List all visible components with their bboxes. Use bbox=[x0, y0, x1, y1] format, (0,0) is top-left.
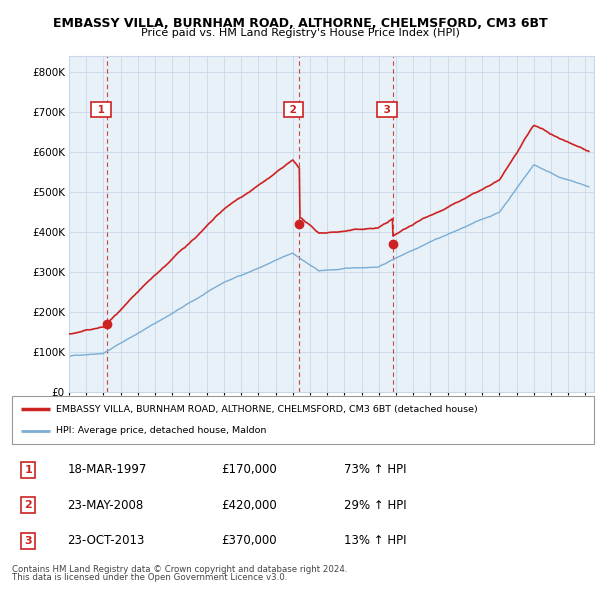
Text: Price paid vs. HM Land Registry's House Price Index (HPI): Price paid vs. HM Land Registry's House … bbox=[140, 28, 460, 38]
Text: EMBASSY VILLA, BURNHAM ROAD, ALTHORNE, CHELMSFORD, CM3 6BT: EMBASSY VILLA, BURNHAM ROAD, ALTHORNE, C… bbox=[53, 17, 547, 30]
Text: Contains HM Land Registry data © Crown copyright and database right 2024.: Contains HM Land Registry data © Crown c… bbox=[12, 565, 347, 573]
Text: 1: 1 bbox=[94, 105, 108, 115]
Text: 23-MAY-2008: 23-MAY-2008 bbox=[67, 499, 143, 512]
FancyBboxPatch shape bbox=[12, 396, 594, 444]
Text: 13% ↑ HPI: 13% ↑ HPI bbox=[344, 535, 406, 548]
Text: 2: 2 bbox=[25, 500, 32, 510]
Text: 2: 2 bbox=[286, 105, 301, 115]
Text: 29% ↑ HPI: 29% ↑ HPI bbox=[344, 499, 406, 512]
Text: £420,000: £420,000 bbox=[221, 499, 277, 512]
Text: 18-MAR-1997: 18-MAR-1997 bbox=[67, 463, 146, 476]
Text: EMBASSY VILLA, BURNHAM ROAD, ALTHORNE, CHELMSFORD, CM3 6BT (detached house): EMBASSY VILLA, BURNHAM ROAD, ALTHORNE, C… bbox=[56, 405, 478, 414]
Text: 23-OCT-2013: 23-OCT-2013 bbox=[67, 535, 145, 548]
Text: HPI: Average price, detached house, Maldon: HPI: Average price, detached house, Mald… bbox=[56, 427, 266, 435]
Text: 73% ↑ HPI: 73% ↑ HPI bbox=[344, 463, 406, 476]
Text: 3: 3 bbox=[380, 105, 394, 115]
Text: £170,000: £170,000 bbox=[221, 463, 277, 476]
Text: 1: 1 bbox=[25, 465, 32, 474]
Text: £370,000: £370,000 bbox=[221, 535, 277, 548]
Text: 3: 3 bbox=[25, 536, 32, 546]
Text: This data is licensed under the Open Government Licence v3.0.: This data is licensed under the Open Gov… bbox=[12, 573, 287, 582]
